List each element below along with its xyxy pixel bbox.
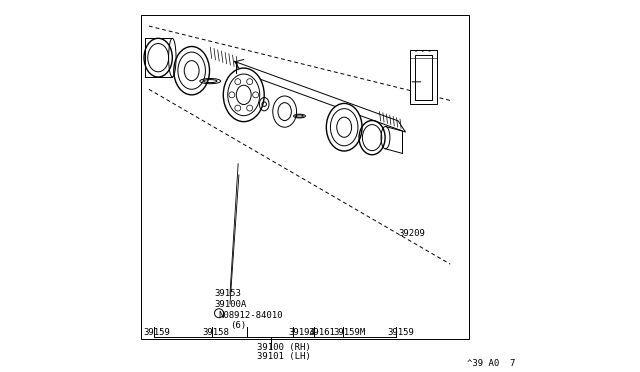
Text: 39153: 39153 [214, 289, 241, 298]
Text: 39161: 39161 [308, 328, 335, 337]
Text: 39159M: 39159M [333, 328, 365, 337]
Text: 39159: 39159 [387, 328, 414, 337]
Circle shape [229, 92, 235, 98]
Text: 39194: 39194 [289, 328, 316, 337]
Circle shape [253, 92, 259, 98]
Circle shape [246, 105, 253, 111]
Text: 39158: 39158 [203, 328, 230, 337]
Circle shape [235, 78, 241, 84]
Bar [415, 55, 433, 100]
Bar [141, 15, 468, 339]
Text: ^39 A0  7: ^39 A0 7 [467, 359, 515, 368]
Bar [410, 50, 437, 104]
Text: 39209: 39209 [398, 229, 425, 238]
Text: 39100A: 39100A [214, 300, 246, 309]
Ellipse shape [326, 103, 362, 151]
Circle shape [246, 78, 253, 84]
Text: 39159: 39159 [143, 328, 170, 337]
Text: (6): (6) [230, 321, 246, 330]
Circle shape [235, 105, 241, 111]
Text: 39100 (RH): 39100 (RH) [257, 343, 310, 352]
Polygon shape [234, 61, 406, 132]
Ellipse shape [223, 68, 264, 122]
Text: 39101 (LH): 39101 (LH) [257, 352, 310, 361]
Text: N08912-84010: N08912-84010 [219, 311, 284, 320]
